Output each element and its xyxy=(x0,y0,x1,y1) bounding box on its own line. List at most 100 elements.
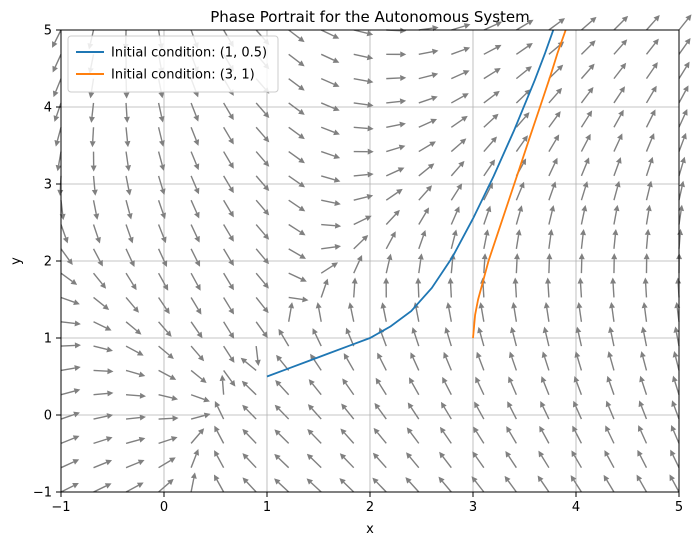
field-arrow xyxy=(353,125,374,132)
field-arrow xyxy=(158,478,174,493)
field-arrow xyxy=(411,327,420,347)
field-arrow xyxy=(613,15,629,31)
field-arrow xyxy=(505,450,517,469)
y-tick-label: 2 xyxy=(44,255,52,270)
field-arrow xyxy=(380,302,387,322)
field-arrow xyxy=(477,326,485,347)
field-arrow xyxy=(445,302,453,322)
field-arrow xyxy=(514,253,521,274)
field-arrow xyxy=(93,459,113,469)
field-arrow xyxy=(673,326,680,347)
field-arrow xyxy=(506,426,517,444)
field-arrow xyxy=(483,205,492,225)
field-arrow xyxy=(483,229,490,249)
field-arrow xyxy=(386,51,407,58)
field-arrow xyxy=(645,85,657,104)
field-arrow xyxy=(190,199,200,219)
field-arrow xyxy=(190,248,201,267)
field-arrow xyxy=(645,15,660,31)
field-arrow xyxy=(52,54,62,73)
field-arrow xyxy=(678,38,691,55)
field-arrow xyxy=(418,141,436,153)
field-arrow xyxy=(353,148,374,155)
field-arrow xyxy=(190,224,200,243)
field-arrow xyxy=(580,16,597,31)
field-arrow xyxy=(125,224,134,244)
field-arrow xyxy=(93,368,114,375)
field-arrow xyxy=(481,253,488,274)
x-tick-label: 5 xyxy=(675,500,683,515)
field-arrow xyxy=(125,436,146,445)
field-arrow xyxy=(580,40,596,55)
field-arrow xyxy=(645,180,653,201)
field-arrow xyxy=(223,175,234,194)
field-arrow xyxy=(190,345,205,362)
y-tick-label: 3 xyxy=(44,178,52,193)
field-arrow xyxy=(515,181,525,201)
field-arrow xyxy=(385,253,393,274)
field-arrow xyxy=(613,62,627,80)
field-arrow xyxy=(90,151,97,172)
field-arrow xyxy=(548,181,557,201)
field-arrow xyxy=(576,301,583,322)
field-arrow xyxy=(515,66,532,80)
field-arrow xyxy=(608,326,615,347)
field-arrow xyxy=(570,475,583,493)
field-arrow xyxy=(320,262,339,274)
field-arrow xyxy=(613,39,628,55)
field-arrow xyxy=(410,352,420,371)
field-arrow xyxy=(223,224,234,242)
field-arrow xyxy=(353,193,374,201)
field-arrow xyxy=(288,126,305,140)
field-arrow xyxy=(255,175,270,192)
field-arrow xyxy=(538,450,550,469)
field-arrow xyxy=(190,472,197,493)
field-arrow xyxy=(639,375,648,395)
field-arrow xyxy=(353,29,374,37)
field-arrow xyxy=(450,229,458,250)
field-arrow xyxy=(483,90,500,104)
field-arrow xyxy=(274,429,290,444)
field-arrow xyxy=(504,475,517,493)
field-arrow xyxy=(255,321,268,339)
field-arrow xyxy=(637,449,648,469)
field-arrow xyxy=(341,403,355,420)
field-arrow xyxy=(451,23,471,31)
chart-title: Phase Portrait for the Autonomous System xyxy=(210,8,530,26)
field-arrow xyxy=(645,109,656,128)
field-arrow xyxy=(92,224,101,244)
field-arrow xyxy=(678,85,689,104)
field-arrow xyxy=(320,53,340,63)
field-arrow xyxy=(60,224,69,244)
field-arrow xyxy=(508,376,518,396)
field-arrow xyxy=(223,248,234,267)
field-arrow xyxy=(288,223,306,236)
field-arrow xyxy=(288,175,306,188)
field-arrow xyxy=(385,209,400,226)
field-arrow xyxy=(288,53,305,67)
field-arrow xyxy=(417,253,424,274)
field-arrow xyxy=(288,29,305,43)
field-arrow xyxy=(548,111,561,128)
field-arrow xyxy=(377,352,387,371)
field-arrow xyxy=(321,243,342,250)
field-arrow xyxy=(418,185,433,201)
field-arrow xyxy=(450,115,468,128)
field-arrow xyxy=(274,404,290,420)
field-arrow xyxy=(52,78,62,98)
field-arrow xyxy=(580,63,595,80)
field-arrow xyxy=(223,272,234,291)
field-arrow xyxy=(308,379,322,396)
field-arrow xyxy=(547,229,554,249)
field-arrow xyxy=(645,156,654,177)
field-arrow xyxy=(60,435,80,445)
field-arrow xyxy=(241,380,257,396)
field-arrow xyxy=(53,102,62,122)
field-arrow xyxy=(607,351,615,371)
field-arrow xyxy=(124,127,131,148)
field-arrow xyxy=(512,277,519,298)
field-arrow xyxy=(91,175,98,196)
field-arrow xyxy=(92,272,107,289)
field-arrow xyxy=(125,200,133,220)
